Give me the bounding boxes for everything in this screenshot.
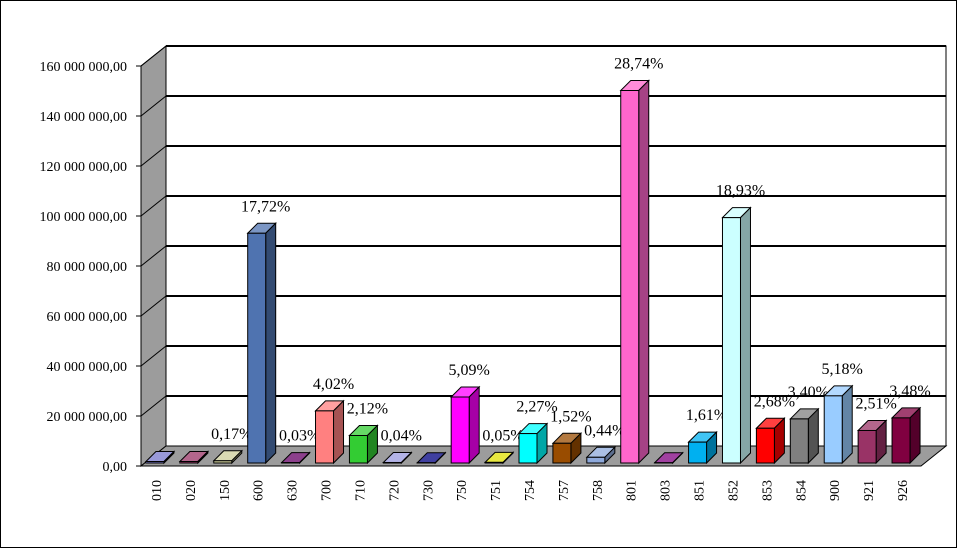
data-label: 2,51% [855,395,896,412]
bar-side [807,407,819,465]
data-label: 4,02% [313,376,354,393]
data-label: 2,27% [516,399,557,416]
bar-side [841,384,853,465]
data-label: 5,18% [822,361,863,378]
bar [450,396,470,464]
data-label: 17,72% [241,198,290,215]
bar [688,441,708,464]
y-tick-label: 160 000 000,00 [40,60,128,75]
bar [213,460,233,464]
bar [382,461,402,464]
bar [247,232,267,464]
bar-side [333,399,345,465]
x-tick-label: 730 [421,480,436,501]
x-tick-label: 851 [693,480,708,501]
gridline-side [140,345,167,367]
gridline-side [140,95,167,117]
data-label: 5,09% [449,362,490,379]
data-label: 2,68% [754,393,795,410]
data-label: 1,52% [550,408,591,425]
bar-side [468,385,480,465]
data-label: 0,44% [584,422,625,439]
x-tick-label: 926 [896,480,911,501]
gridline-side [140,295,167,317]
x-tick-label: 600 [252,480,267,501]
x-tick-label: 852 [726,480,741,501]
x-tick-label: 751 [489,480,504,501]
gridline-side [140,245,167,267]
x-tick-label: 801 [625,480,640,501]
x-tick-label: 754 [523,480,538,501]
data-label: 0,17% [211,426,252,443]
x-tick-label: 853 [760,480,775,501]
y-tick-label: 140 000 000,00 [40,110,128,125]
x-tick-label: 921 [862,480,877,501]
data-label: 3,40% [788,384,829,401]
data-label: 1,61% [686,407,727,424]
y-tick-label: 100 000 000,00 [40,210,128,225]
bar [891,417,911,464]
y-tick-label: 40 000 000,00 [47,360,128,375]
x-tick-label: 150 [218,480,233,501]
bar [552,442,572,464]
x-tick-label: 710 [353,480,368,501]
y-tick-label: 0,00 [103,460,128,475]
data-label: 0,03% [279,428,320,445]
y-tick-label: 60 000 000,00 [47,310,128,325]
bar [315,410,335,464]
bar [179,461,199,464]
gridline-side [140,195,167,217]
x-tick-label: 758 [591,480,606,501]
x-tick-label: 757 [557,480,572,501]
y-tick-label: 120 000 000,00 [40,160,128,175]
x-tick-label: 900 [828,480,843,501]
bar [721,217,741,464]
x-tick-label: 010 [150,480,165,501]
y-tick-label: 80 000 000,00 [47,260,128,275]
x-tick-label: 750 [455,480,470,501]
x-tick-label: 803 [659,480,674,501]
x-tick-label: 020 [184,480,199,501]
y-tick-label: 20 000 000,00 [47,410,128,425]
bar [789,418,809,464]
bar-side [739,206,751,465]
bar [586,456,606,464]
data-label: 18,93% [716,183,765,200]
gridline-side [140,395,167,417]
x-tick-label: 720 [387,480,402,501]
bar-side [909,406,921,465]
bar-side [265,222,277,465]
bar [823,395,843,464]
x-tick-label: 630 [286,480,301,501]
data-label: 0,05% [482,427,523,444]
bar-side [638,79,650,465]
data-label: 0,04% [381,427,422,444]
bar [755,427,775,464]
gridline-side [140,145,167,167]
data-label: 2,12% [347,401,388,418]
bar [857,429,877,464]
bar [518,433,538,464]
data-label: 28,74% [614,56,663,73]
x-tick-label: 854 [794,480,809,501]
bar [348,435,368,464]
bar [145,461,165,464]
bar [484,461,504,464]
x-tick-label: 700 [320,480,335,501]
data-label: 3,48% [889,383,930,400]
gridline-side [140,45,167,67]
bar [620,90,640,464]
